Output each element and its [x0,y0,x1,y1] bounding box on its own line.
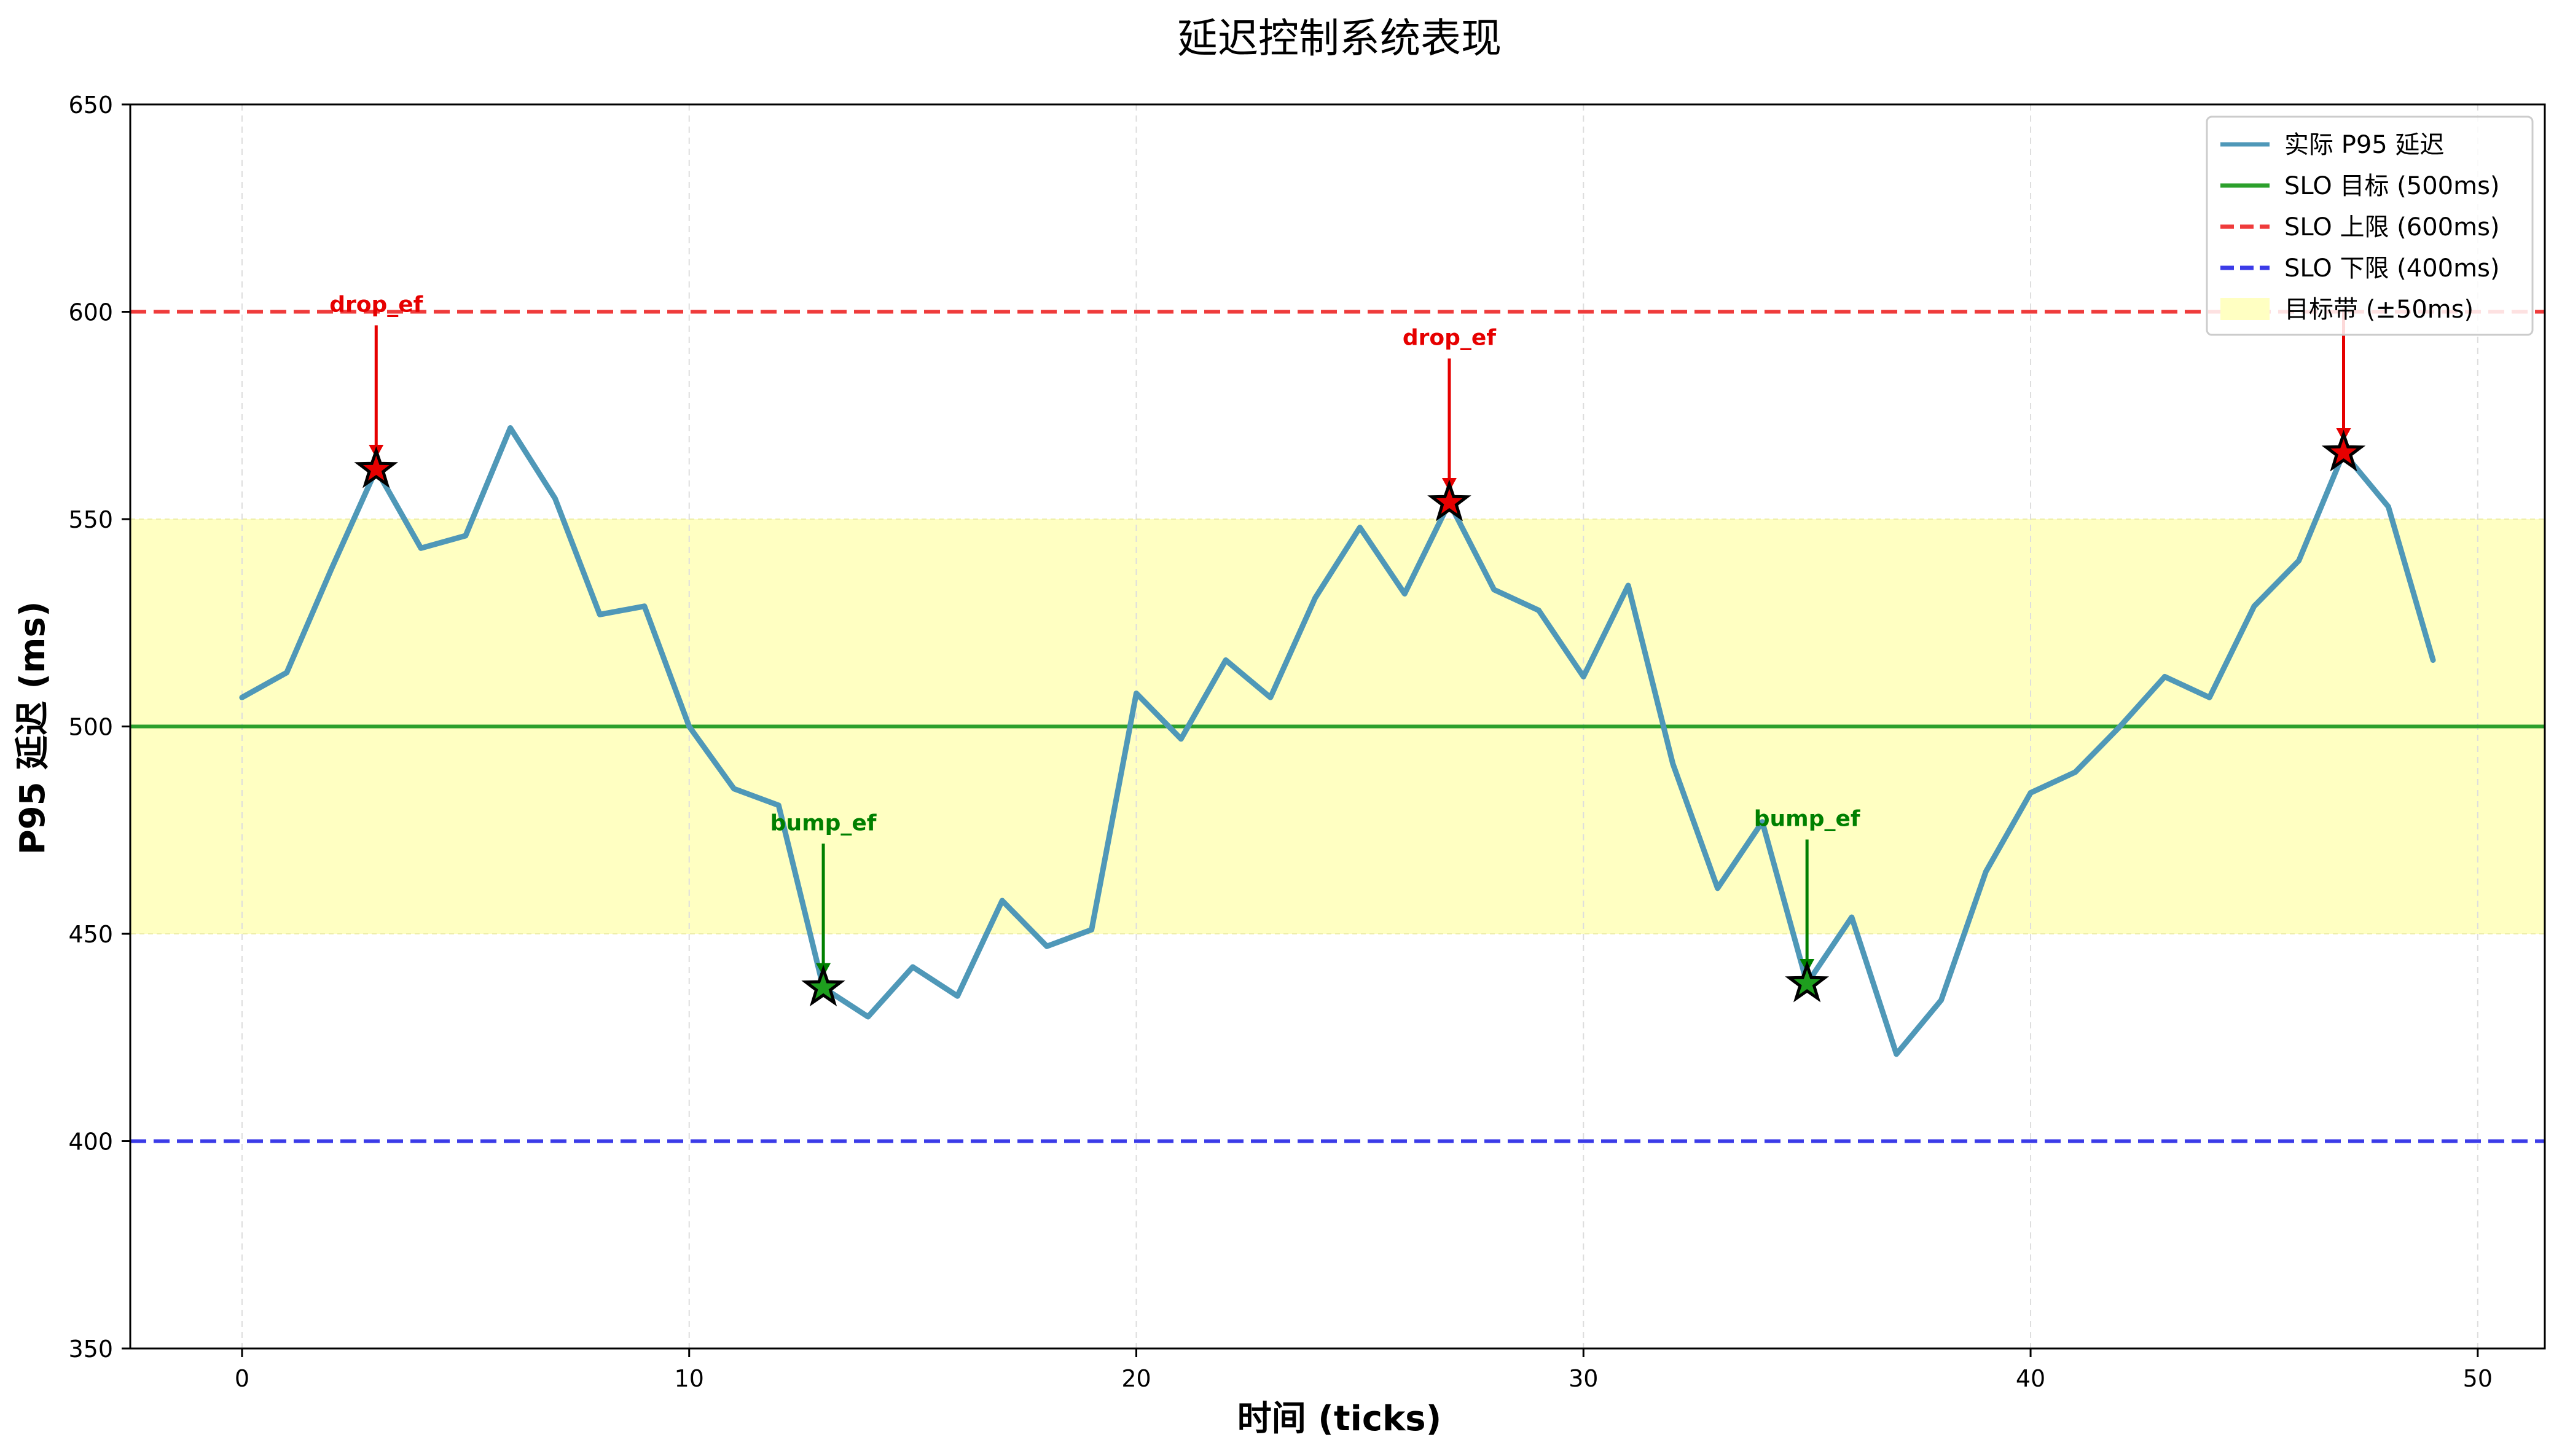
y-tick-label: 600 [68,299,113,326]
y-tick-label: 500 [68,714,113,741]
x-tick-label: 40 [2016,1365,2045,1392]
x-tick-label: 10 [675,1365,704,1392]
legend-swatch [2220,298,2270,320]
y-tick-label: 550 [68,506,113,533]
annotation-star-marker [801,965,845,1007]
y-tick-label: 450 [68,921,113,948]
annotation-star-marker [1785,960,1829,1003]
annotation-star-marker [2321,429,2366,472]
legend: 实际 P95 延迟 SLO 目标 (500ms) SLO 上限 (600ms) SLO… [2206,115,2534,336]
annotation-label: drop_ef [329,292,423,318]
series-line [239,425,2436,1057]
annotation-star-marker [354,446,399,488]
annotation-1: bump_ef [770,810,877,1007]
annotation-label: bump_ef [770,810,877,836]
x-axis-label: 时间 (ticks) [1237,1399,1441,1439]
annotation-star-marker [1427,479,1471,522]
annotation-2: drop_ef [1403,326,1496,522]
annotation-3: bump_ef [1754,807,1860,1003]
legend-label: SLO 目标 (500ms) [2284,172,2500,200]
plot-area: drop_ef bump_ef drop_ef bump_ef 0 10 20 30 40 50 3… [68,92,2546,1392]
y-tick-label: 650 [68,92,113,119]
annotation-0: drop_ef [329,292,423,488]
legend-label: SLO 上限 (600ms) [2284,213,2500,241]
legend-box [2206,115,2534,336]
x-tick-label: 30 [1569,1365,1598,1392]
legend-label: 目标带 (±50ms) [2284,296,2474,324]
annotation-label: drop_ef [1403,326,1496,351]
legend-label: 实际 P95 延迟 [2284,131,2444,159]
y-tick-label: 350 [68,1336,113,1363]
chart-title: 延迟控制系统表现 [1177,15,1502,62]
x-tick-label: 50 [2463,1365,2493,1392]
x-tick-label: 20 [1121,1365,1151,1392]
x-tick-label: 0 [235,1365,249,1392]
y-tick-label: 400 [68,1129,113,1156]
y-axis-label: P95 延迟 (ms) [13,601,53,855]
annotation-label: bump_ef [1754,807,1860,832]
legend-label: SLO 下限 (400ms) [2284,254,2500,283]
